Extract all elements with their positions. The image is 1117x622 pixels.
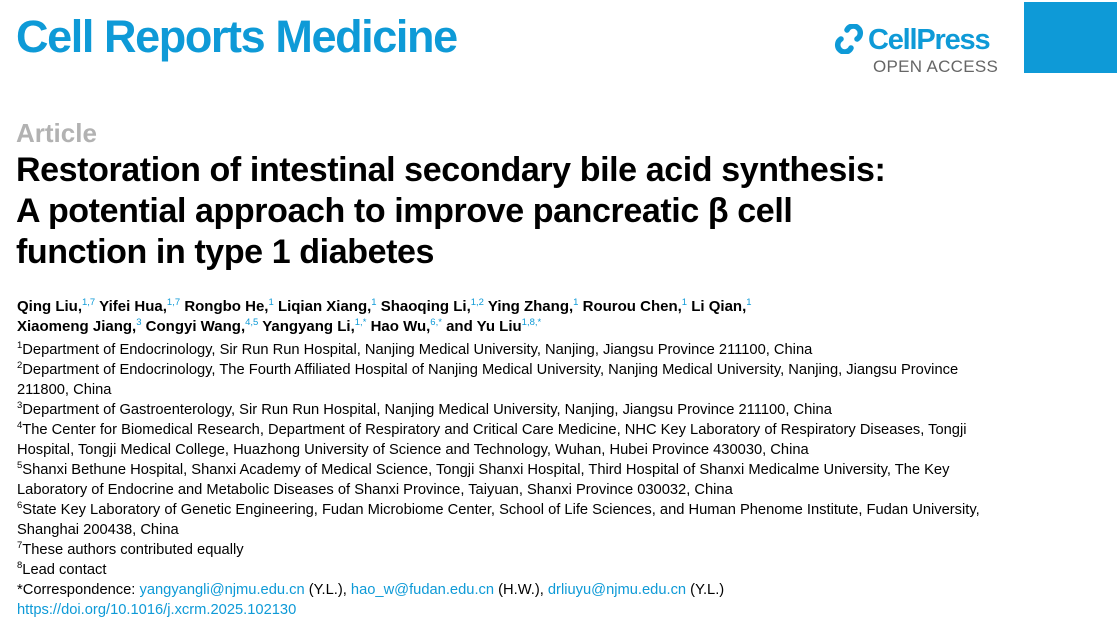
affiliation-text: The Center for Biomedical Research, Depa…: [17, 422, 967, 458]
brand-corner-block: [1024, 2, 1117, 73]
author-name[interactable]: and Yu Liu1,8,*: [446, 318, 541, 335]
author-name-text: Congyi Wang,: [145, 318, 246, 335]
author-name-text: Shaoqing Li,: [380, 298, 471, 315]
affiliation-text: Department of Endocrinology, Sir Run Run…: [22, 342, 813, 358]
affiliation-number: 3: [17, 400, 23, 412]
author-name-text: Qing Liu,: [17, 298, 82, 315]
author-affiliation-marker: 3: [136, 317, 142, 328]
affiliation-number: 7: [17, 540, 23, 552]
author-name-text: Rongbo He,: [184, 298, 269, 315]
author-name-text: Liqian Xiang,: [277, 298, 372, 315]
author-name[interactable]: Li Qian,1: [691, 298, 751, 315]
author-name-text: Yangyang Li,: [262, 318, 355, 335]
cellpress-logo-icon: [834, 24, 864, 54]
author-affiliation-marker: 1: [746, 297, 752, 308]
email-link[interactable]: drliuyu@njmu.edu.cn: [547, 582, 687, 598]
correspondence: *Correspondence: yangyangli@njmu.edu.cn …: [17, 580, 1007, 600]
author-affiliation-marker: 1: [573, 297, 579, 308]
affiliation-number: 4: [17, 420, 23, 432]
affiliations: 1Department of Endocrinology, Sir Run Ru…: [17, 340, 1007, 620]
affiliation-item: 8Lead contact: [17, 560, 1007, 580]
author-name-text: and Yu Liu: [446, 318, 522, 335]
author-name[interactable]: Rongbo He,1: [184, 298, 273, 315]
affiliation-item: 5Shanxi Bethune Hospital, Shanxi Academy…: [17, 460, 1007, 500]
affiliation-item: 3Department of Gastroenterology, Sir Run…: [17, 400, 1007, 420]
author-name-text: Xiaomeng Jiang,: [17, 318, 137, 335]
author-name[interactable]: Xiaomeng Jiang,3: [17, 318, 142, 335]
affiliation-item: 6State Key Laboratory of Genetic Enginee…: [17, 500, 1007, 540]
author-name-text: Ying Zhang,: [487, 298, 574, 315]
author-affiliation-marker: 1: [681, 297, 688, 308]
affiliation-number: 6: [17, 500, 23, 512]
open-access-label: OPEN ACCESS: [873, 57, 999, 76]
affiliation-text: Shanxi Bethune Hospital, Shanxi Academy …: [17, 462, 950, 498]
author-affiliation-marker: 1,2: [470, 297, 484, 308]
author-name[interactable]: Congyi Wang,4,5: [146, 318, 259, 335]
affiliation-number: 1: [17, 340, 23, 352]
article-title: Restoration of intestinal secondary bile…: [16, 151, 886, 271]
author-name-text: Rourou Chen,: [582, 298, 682, 315]
doi-link[interactable]: https://doi.org/10.1016/j.xcrm.2025.1021…: [17, 602, 297, 618]
affiliation-text: Lead contact: [22, 562, 107, 578]
affiliation-number: 8: [17, 560, 23, 572]
affiliation-number: 5: [17, 460, 23, 472]
author-name-text: Hao Wu,: [370, 318, 431, 335]
doi-line: https://doi.org/10.1016/j.xcrm.2025.1021…: [17, 600, 1007, 620]
author-name[interactable]: Ying Zhang,1: [488, 298, 579, 315]
affiliation-text: These authors contributed equally: [22, 542, 244, 558]
email-link[interactable]: yangyangli@njmu.edu.cn: [139, 582, 305, 598]
author-name[interactable]: Liqian Xiang,1: [278, 298, 377, 315]
email-owner: (H.W.),: [494, 582, 548, 598]
author-affiliation-marker: 1,*: [354, 317, 367, 328]
author-affiliation-marker: 1,8,*: [521, 317, 542, 328]
article-type: Article: [16, 118, 97, 148]
email-owner: (Y.L.),: [304, 582, 351, 598]
author-name-text: Yifei Hua,: [99, 298, 167, 315]
affiliation-text: State Key Laboratory of Genetic Engineer…: [17, 502, 980, 538]
email-owner: (Y.L.): [686, 582, 725, 598]
correspondence-label: *Correspondence:: [17, 582, 140, 598]
affiliation-text: Department of Gastroenterology, Sir Run …: [22, 402, 832, 418]
author-affiliation-marker: 1,7: [166, 297, 181, 308]
author-affiliation-marker: 1: [268, 297, 274, 308]
author-name[interactable]: Rourou Chen,1: [583, 298, 687, 315]
affiliation-item: 2Department of Endocrinology, The Fourth…: [17, 360, 1007, 400]
affiliation-item: 7These authors contributed equally: [17, 540, 1007, 560]
author-name[interactable]: Qing Liu,1,7: [17, 298, 95, 315]
affiliation-item: 4The Center for Biomedical Research, Dep…: [17, 420, 1007, 460]
publisher-name: CellPress: [868, 24, 991, 56]
author-name[interactable]: Yifei Hua,1,7: [99, 298, 180, 315]
email-link[interactable]: hao_w@fudan.edu.cn: [350, 582, 495, 598]
journal-title: Cell Reports Medicine: [16, 11, 458, 62]
affiliation-number: 2: [17, 360, 23, 372]
author-affiliation-marker: 1: [371, 297, 377, 308]
affiliation-item: 1Department of Endocrinology, Sir Run Ru…: [17, 340, 1007, 360]
author-name[interactable]: Hao Wu,6,*: [371, 318, 442, 335]
author-list: Qing Liu,1,7 Yifei Hua,1,7 Rongbo He,1 L…: [17, 297, 1017, 337]
affiliation-text: Department of Endocrinology, The Fourth …: [17, 362, 959, 398]
author-name[interactable]: Shaoqing Li,1,2: [381, 298, 484, 315]
author-name-text: Li Qian,: [691, 298, 747, 315]
author-name[interactable]: Yangyang Li,1,*: [262, 318, 366, 335]
author-affiliation-marker: 4,5: [245, 317, 259, 328]
author-affiliation-marker: 6,*: [430, 317, 442, 328]
publisher-logo[interactable]: CellPress OPEN ACCESS: [834, 22, 1000, 78]
author-affiliation-marker: 1,7: [82, 297, 96, 308]
